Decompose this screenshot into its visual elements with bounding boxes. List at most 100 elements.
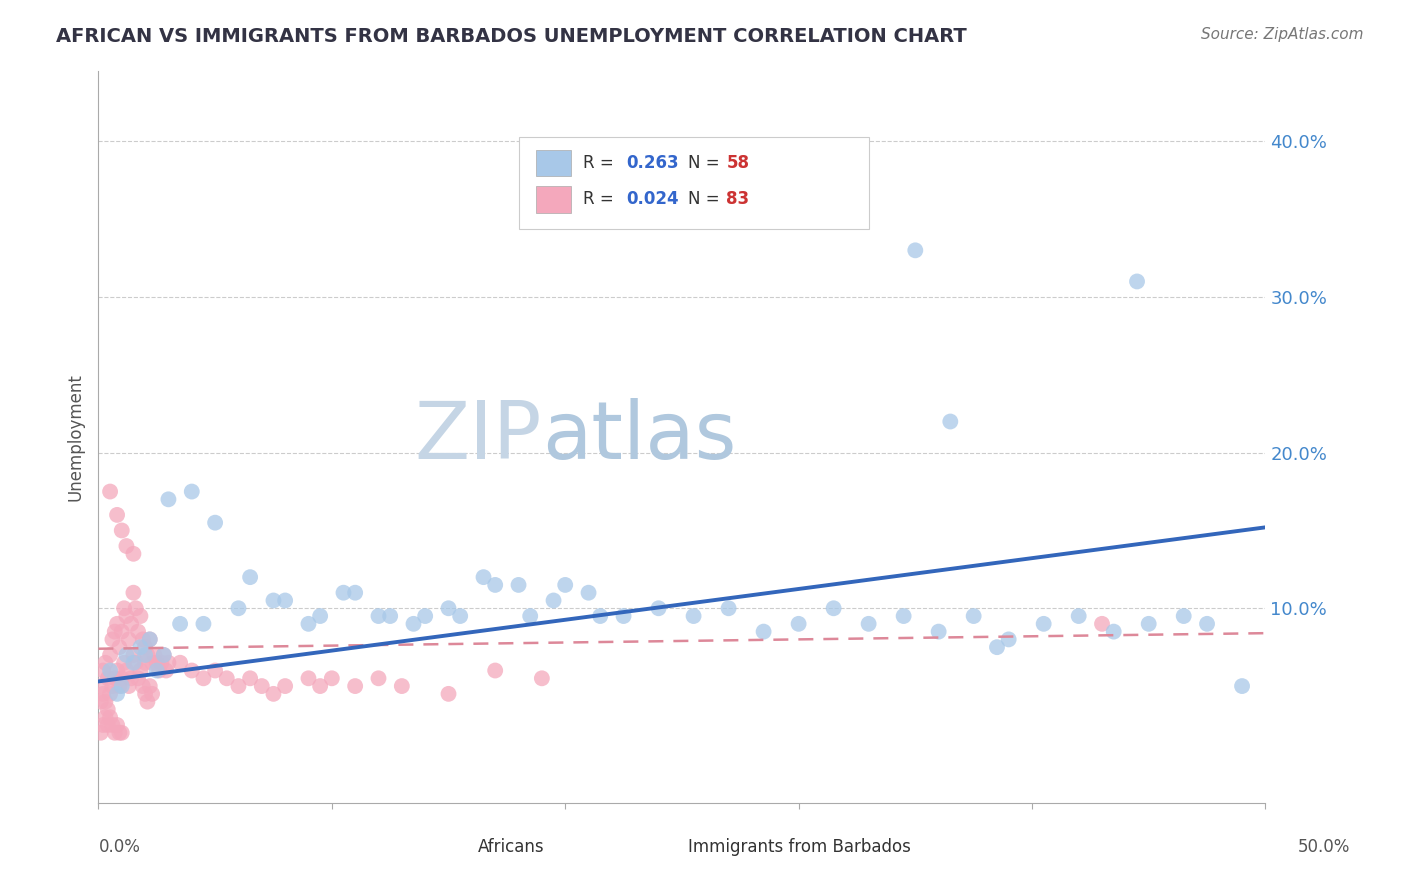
Point — [98, 484, 121, 499]
Point — [391, 679, 413, 693]
Point — [928, 624, 950, 639]
Point — [752, 624, 775, 639]
Point — [169, 656, 191, 670]
Point — [823, 601, 845, 615]
Point — [91, 687, 114, 701]
Point — [108, 725, 131, 739]
Bar — [536, 186, 571, 212]
Point — [344, 679, 367, 693]
Point — [193, 616, 215, 631]
Point — [204, 664, 226, 678]
Point — [169, 616, 191, 631]
Point — [104, 671, 127, 685]
Point — [115, 648, 138, 662]
Point — [112, 601, 135, 615]
Point — [94, 695, 117, 709]
Point — [98, 710, 121, 724]
Point — [132, 679, 155, 693]
Text: 50.0%: 50.0% — [1298, 838, 1350, 855]
Point — [141, 687, 163, 701]
Point — [228, 679, 250, 693]
Point — [402, 616, 425, 631]
Point — [682, 609, 704, 624]
Point — [152, 648, 174, 662]
Point — [309, 679, 332, 693]
Point — [228, 601, 250, 615]
Point — [134, 687, 156, 701]
Text: 83: 83 — [727, 190, 749, 209]
Point — [90, 679, 112, 693]
Point — [122, 585, 145, 599]
Point — [180, 664, 202, 678]
Point — [146, 664, 169, 678]
Point — [105, 718, 128, 732]
Point — [309, 609, 332, 624]
Point — [129, 664, 152, 678]
Point — [997, 632, 1019, 647]
Point — [647, 601, 669, 615]
Point — [139, 632, 162, 647]
Point — [111, 725, 134, 739]
Point — [132, 632, 155, 647]
Point — [1067, 609, 1090, 624]
Point — [787, 616, 810, 631]
Point — [122, 656, 145, 670]
Point — [262, 687, 284, 701]
Point — [367, 609, 389, 624]
Point — [484, 664, 506, 678]
Point — [97, 718, 120, 732]
Point — [143, 648, 166, 662]
Point — [112, 656, 135, 670]
Point — [150, 656, 173, 670]
Point — [115, 664, 138, 678]
Point — [120, 616, 142, 631]
Text: Immigrants from Barbados: Immigrants from Barbados — [688, 838, 911, 855]
Point — [904, 244, 927, 258]
Text: 0.0%: 0.0% — [98, 838, 141, 855]
Text: Africans: Africans — [478, 838, 544, 855]
Point — [297, 671, 319, 685]
Point — [125, 656, 148, 670]
Point — [108, 640, 131, 655]
Y-axis label: Unemployment: Unemployment — [66, 373, 84, 501]
Point — [344, 585, 367, 599]
Point — [893, 609, 915, 624]
Point — [98, 664, 121, 678]
Point — [180, 484, 202, 499]
Point — [98, 648, 121, 662]
Point — [115, 539, 138, 553]
Point — [986, 640, 1008, 655]
Text: N =: N = — [688, 190, 724, 209]
Point — [101, 679, 124, 693]
Point — [472, 570, 495, 584]
Point — [367, 671, 389, 685]
Point — [97, 671, 120, 685]
Point — [97, 702, 120, 716]
Point — [129, 609, 152, 624]
Point — [204, 516, 226, 530]
Point — [101, 632, 124, 647]
Point — [90, 725, 112, 739]
Point — [139, 632, 162, 647]
Point — [1230, 679, 1253, 693]
Point — [148, 664, 170, 678]
Point — [91, 664, 114, 678]
Bar — [647, 836, 676, 858]
Point — [193, 671, 215, 685]
Point — [101, 718, 124, 732]
Point — [98, 687, 121, 701]
Point — [105, 687, 128, 701]
Point — [108, 679, 131, 693]
Point — [129, 640, 152, 655]
Point — [484, 578, 506, 592]
Point — [262, 593, 284, 607]
Point — [939, 415, 962, 429]
Point — [90, 695, 112, 709]
Text: Source: ZipAtlas.com: Source: ZipAtlas.com — [1201, 27, 1364, 42]
Point — [554, 578, 576, 592]
Point — [858, 616, 880, 631]
Point — [104, 725, 127, 739]
Text: AFRICAN VS IMMIGRANTS FROM BARBADOS UNEMPLOYMENT CORRELATION CHART: AFRICAN VS IMMIGRANTS FROM BARBADOS UNEM… — [56, 27, 967, 45]
Point — [105, 616, 128, 631]
Point — [155, 664, 177, 678]
